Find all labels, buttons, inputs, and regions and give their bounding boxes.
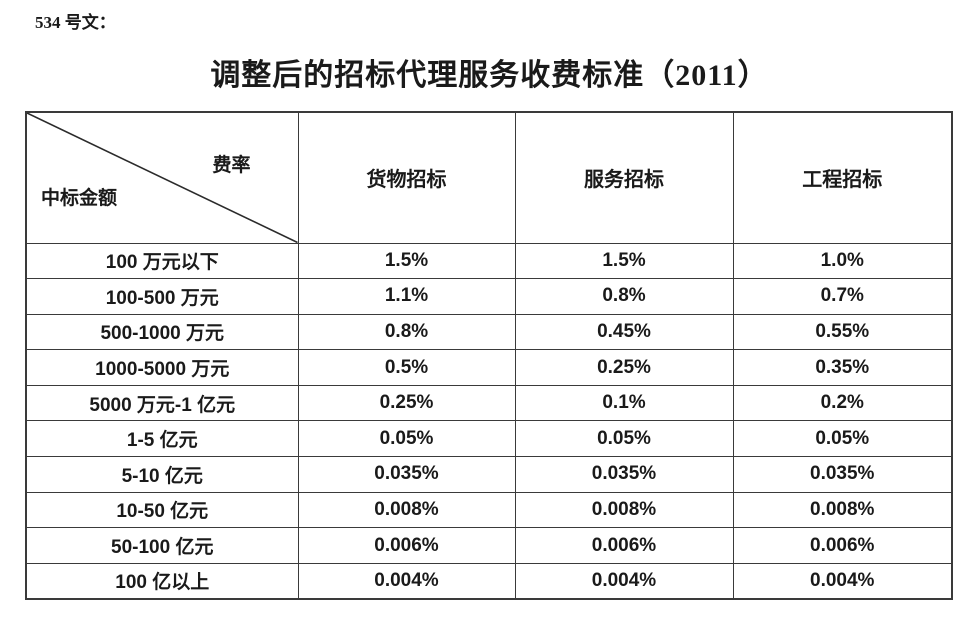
rate-cell: 0.55% <box>732 313 953 351</box>
rate-cell: 0.006% <box>514 527 734 564</box>
rate-cell: 0.008% <box>732 491 953 529</box>
amount-cell: 5000 万元-1 亿元 <box>25 384 299 422</box>
column-header-goods-bidding: 货物招标 <box>297 111 516 244</box>
amount-cell: 100-500 万元 <box>25 278 299 315</box>
rate-cell: 0.05% <box>514 420 734 458</box>
table-row: 500-1000 万元 0.8% 0.45% 0.55% <box>25 313 953 351</box>
rate-cell: 0.006% <box>297 527 516 564</box>
corner-label-rate: 费率 <box>212 155 251 176</box>
amount-cell: 100 亿以上 <box>25 562 299 600</box>
rate-cell: 0.25% <box>297 384 516 422</box>
rate-cell: 0.25% <box>514 349 734 386</box>
rate-cell: 1.5% <box>297 242 516 280</box>
rate-cell: 0.004% <box>297 562 516 600</box>
amount-cell: 500-1000 万元 <box>25 313 299 351</box>
table-row: 1-5 亿元 0.05% 0.05% 0.05% <box>25 420 953 458</box>
rate-cell: 0.05% <box>297 420 516 458</box>
column-header-service-bidding: 服务招标 <box>514 111 734 244</box>
table-row: 5000 万元-1 亿元 0.25% 0.1% 0.2% <box>25 384 953 422</box>
rate-cell: 0.7% <box>732 278 953 315</box>
doc-number: 534 号文： <box>35 13 116 32</box>
rate-cell: 0.035% <box>514 456 734 493</box>
corner-label-bid-amount: 中标金额 <box>41 187 118 209</box>
rate-cell: 0.035% <box>732 456 953 493</box>
rate-cell: 0.035% <box>297 456 516 493</box>
table-row: 1000-5000 万元 0.5% 0.25% 0.35% <box>25 349 953 386</box>
fee-rate-table: 费率 中标金额 货物招标 服务招标 工程招标 100 万元以下 1.5% 1.5… <box>25 111 953 600</box>
table-corner-header: 费率 中标金额 <box>25 111 299 244</box>
rate-cell: 0.1% <box>514 384 734 422</box>
amount-cell: 50-100 亿元 <box>25 527 299 564</box>
table-row: 100-500 万元 1.1% 0.8% 0.7% <box>25 278 953 315</box>
rate-cell: 0.008% <box>514 491 734 529</box>
rate-cell: 1.5% <box>514 242 734 280</box>
amount-cell: 1000-5000 万元 <box>25 349 299 386</box>
rate-cell: 0.008% <box>297 491 516 529</box>
rate-cell: 0.45% <box>514 313 734 351</box>
column-header-engineering-bidding: 工程招标 <box>732 111 953 244</box>
rate-cell: 0.8% <box>297 313 516 351</box>
rate-cell: 0.5% <box>297 349 516 386</box>
rate-cell: 0.2% <box>732 384 953 422</box>
table-row: 50-100 亿元 0.006% 0.006% 0.006% <box>25 527 953 564</box>
rate-cell: 0.006% <box>732 527 953 564</box>
amount-cell: 10-50 亿元 <box>25 491 299 529</box>
diagonal-divider-line <box>27 113 298 243</box>
rate-cell: 0.004% <box>732 562 953 600</box>
table-row: 5-10 亿元 0.035% 0.035% 0.035% <box>25 456 953 493</box>
rate-cell: 0.8% <box>514 278 734 315</box>
header-row: 费率 中标金额 货物招标 服务招标 工程招标 <box>25 111 953 244</box>
table-row: 10-50 亿元 0.008% 0.008% 0.008% <box>25 491 953 529</box>
amount-cell: 5-10 亿元 <box>25 456 299 493</box>
rate-cell: 0.35% <box>732 349 953 386</box>
rate-cell: 1.1% <box>297 278 516 315</box>
amount-cell: 100 万元以下 <box>25 242 299 280</box>
rate-cell: 1.0% <box>732 242 953 280</box>
rate-cell: 0.004% <box>514 562 734 600</box>
rate-cell: 0.05% <box>732 420 953 458</box>
table-row: 100 万元以下 1.5% 1.5% 1.0% <box>25 242 953 280</box>
page-title: 调整后的招标代理服务收费标准（2011） <box>210 59 769 92</box>
table-row: 100 亿以上 0.004% 0.004% 0.004% <box>25 562 953 600</box>
amount-cell: 1-5 亿元 <box>25 420 299 458</box>
